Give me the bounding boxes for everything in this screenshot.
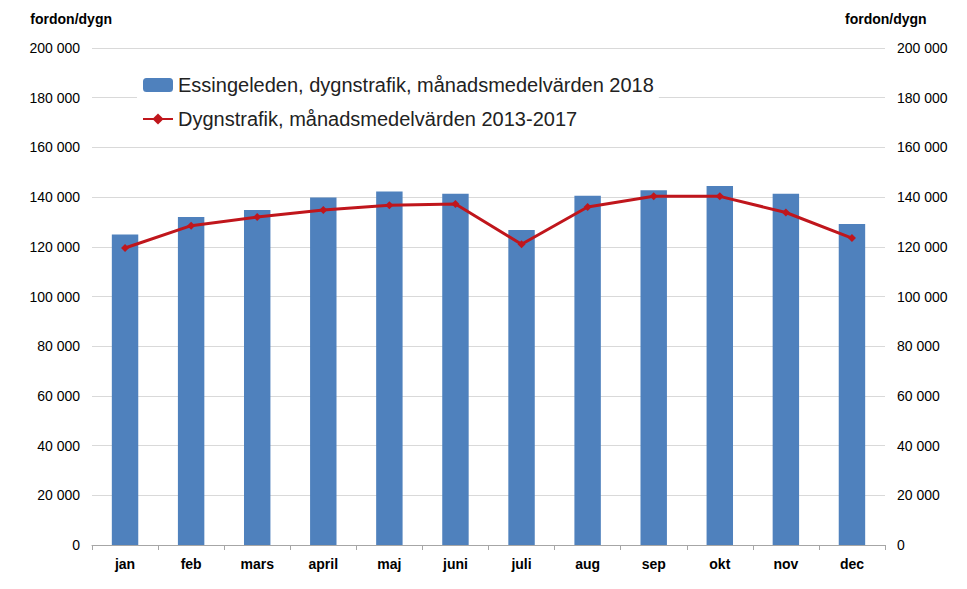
svg-text:nov: nov bbox=[773, 556, 798, 572]
svg-text:40 000: 40 000 bbox=[897, 438, 940, 454]
svg-text:maj: maj bbox=[377, 556, 401, 572]
svg-text:140 000: 140 000 bbox=[897, 189, 948, 205]
svg-text:feb: feb bbox=[181, 556, 202, 572]
svg-text:Essingeleden, dygnstrafik, mån: Essingeleden, dygnstrafik, månadsmedelvä… bbox=[178, 74, 654, 96]
svg-text:100 000: 100 000 bbox=[29, 289, 80, 305]
svg-text:okt: okt bbox=[709, 556, 730, 572]
svg-text:aug: aug bbox=[575, 556, 600, 572]
svg-text:juli: juli bbox=[510, 556, 531, 572]
svg-text:80 000: 80 000 bbox=[897, 338, 940, 354]
svg-text:sep: sep bbox=[642, 556, 666, 572]
svg-text:120 000: 120 000 bbox=[29, 239, 80, 255]
svg-text:60 000: 60 000 bbox=[37, 388, 80, 404]
svg-text:180 000: 180 000 bbox=[29, 90, 80, 106]
svg-text:jan: jan bbox=[114, 556, 135, 572]
svg-text:0: 0 bbox=[72, 537, 80, 553]
svg-text:fordon/dygn: fordon/dygn bbox=[30, 11, 112, 27]
svg-text:180 000: 180 000 bbox=[897, 90, 948, 106]
svg-text:200 000: 200 000 bbox=[897, 40, 948, 56]
svg-text:20 000: 20 000 bbox=[37, 487, 80, 503]
svg-text:mars: mars bbox=[240, 556, 274, 572]
svg-text:april: april bbox=[309, 556, 339, 572]
svg-text:200 000: 200 000 bbox=[29, 40, 80, 56]
svg-text:160 000: 160 000 bbox=[897, 139, 948, 155]
svg-text:Dygnstrafik, månadsmedelvärden: Dygnstrafik, månadsmedelvärden 2013-2017 bbox=[178, 108, 577, 130]
svg-text:juni: juni bbox=[442, 556, 468, 572]
svg-text:20 000: 20 000 bbox=[897, 487, 940, 503]
svg-text:fordon/dygn: fordon/dygn bbox=[845, 11, 927, 27]
svg-text:60 000: 60 000 bbox=[897, 388, 940, 404]
svg-text:0: 0 bbox=[897, 537, 905, 553]
svg-text:160 000: 160 000 bbox=[29, 139, 80, 155]
svg-text:140 000: 140 000 bbox=[29, 189, 80, 205]
svg-text:80 000: 80 000 bbox=[37, 338, 80, 354]
svg-text:100 000: 100 000 bbox=[897, 289, 948, 305]
svg-text:dec: dec bbox=[840, 556, 864, 572]
svg-text:40 000: 40 000 bbox=[37, 438, 80, 454]
svg-text:120 000: 120 000 bbox=[897, 239, 948, 255]
